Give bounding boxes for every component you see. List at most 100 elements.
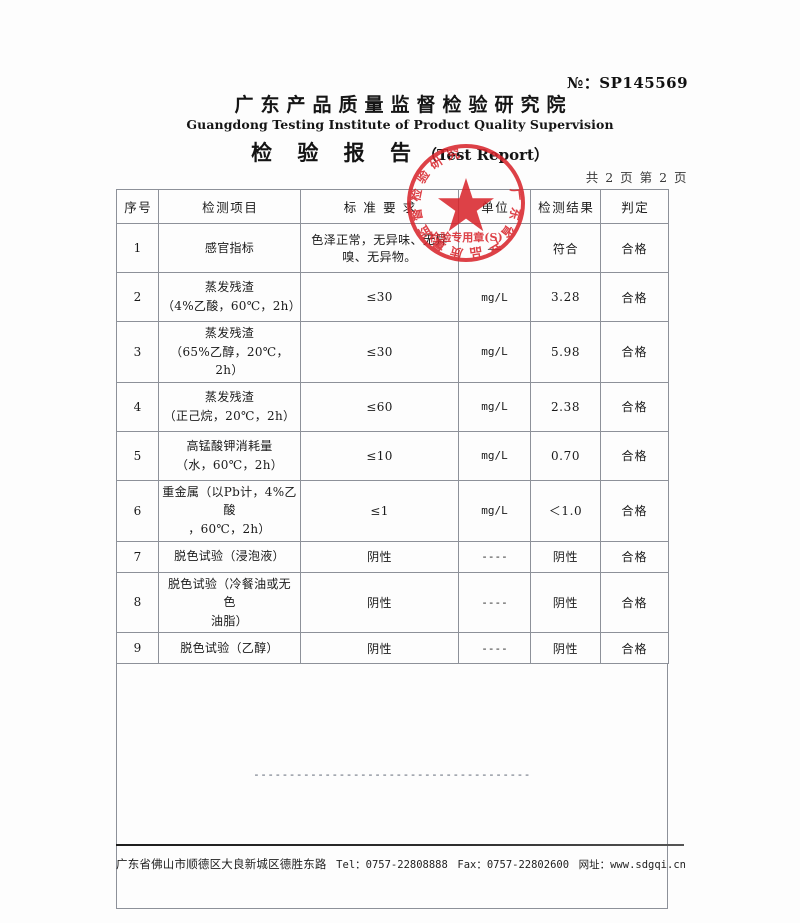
row-unit: mg/L	[458, 430, 531, 481]
row-standard: 阴性	[300, 540, 459, 573]
row-index: 9	[116, 632, 159, 665]
row-standard: ≤1	[300, 479, 459, 542]
table-row: 6 重金属（以Pb计，4%乙酸 ，60℃，2h） ≤1 mg/L ＜1.0 合格	[116, 479, 669, 542]
column-header-index: 序号	[116, 189, 159, 224]
table-header-row: 序号 检测项目 标 准 要 求 单位 检测结果 判定	[116, 189, 669, 224]
row-result: 符合	[530, 223, 601, 273]
row-item: 脱色试验（浸泡液）	[158, 540, 301, 573]
test-results-table: 序号 检测项目 标 准 要 求 单位 检测结果 判定 1 感官指标 色泽正常，无…	[116, 189, 669, 665]
footer-address: 广东省佛山市顺德区大良新城区德胜东路	[116, 857, 327, 871]
row-result: 阴性	[530, 571, 601, 634]
footer-website[interactable]: 网址：www.sdgqi.cn	[578, 859, 686, 871]
row-result: 3.28	[530, 272, 601, 322]
row-item: 脱色试验（乙醇）	[158, 632, 301, 665]
row-item-line1: 蒸发残渣	[204, 326, 255, 340]
row-result: 0.70	[530, 430, 601, 481]
row-index: 5	[116, 430, 159, 481]
row-standard: 阴性	[300, 571, 459, 634]
row-result: 阴性	[530, 540, 601, 573]
column-header-standard: 标 准 要 求	[300, 189, 459, 224]
footer-fax: Fax：0757-22802600	[457, 859, 570, 871]
table-blank-continuation: ---------------------------------------	[116, 664, 668, 910]
row-item-line1: 重金属（以Pb计，4%乙酸	[162, 484, 297, 518]
row-result: 5.98	[530, 321, 601, 383]
report-number-label: №：	[566, 74, 600, 92]
table-row: 1 感官指标 色泽正常，无异味、无异嗅、无异物。 —— 符合 合格	[116, 223, 669, 273]
footer-divider	[116, 844, 684, 846]
row-standard: 阴性	[300, 632, 459, 665]
row-index: 7	[116, 540, 159, 573]
row-verdict: 合格	[600, 571, 669, 634]
page-title-cn: 检 验 报 告	[251, 140, 420, 165]
column-header-verdict: 判定	[600, 189, 669, 224]
column-header-unit: 单位	[458, 189, 531, 224]
row-item: 重金属（以Pb计，4%乙酸 ，60℃，2h）	[158, 479, 301, 542]
row-unit: ——	[458, 223, 531, 273]
row-item-line1: 蒸发残渣	[204, 280, 255, 295]
column-header-result: 检测结果	[530, 189, 601, 224]
table-row: 7 脱色试验（浸泡液） 阴性 ---- 阴性 合格	[116, 540, 669, 573]
row-unit: mg/L	[458, 321, 531, 383]
row-standard: ≤30	[300, 272, 459, 322]
row-standard: ≤60	[300, 381, 459, 432]
row-item-line2: （正己烷，20℃，2h）	[163, 408, 296, 423]
end-of-report-marker: ---------------------------------------	[253, 768, 531, 782]
row-index: 6	[116, 479, 159, 542]
row-item-line1: 脱色试验（冷餐油或无色	[167, 576, 291, 610]
row-verdict: 合格	[600, 272, 669, 322]
page-title-en: （Test Report）	[422, 146, 549, 164]
row-item: 蒸发残渣 （4%乙酸，60℃，2h）	[158, 272, 301, 322]
row-item-line2: （65%乙醇，20℃，2h）	[170, 344, 289, 378]
row-standard: ≤10	[300, 430, 459, 481]
row-unit: ----	[458, 571, 531, 634]
row-item: 高锰酸钾消耗量 （水，60℃，2h）	[158, 430, 301, 481]
page-title: 检 验 报 告（Test Report）	[0, 137, 800, 167]
table-body: 1 感官指标 色泽正常，无异味、无异嗅、无异物。 —— 符合 合格 2 蒸发残渣…	[116, 223, 669, 665]
row-verdict: 合格	[600, 430, 669, 481]
table-row: 4 蒸发残渣 （正己烷，20℃，2h） ≤60 mg/L 2.38 合格	[116, 381, 669, 432]
row-verdict: 合格	[600, 479, 669, 542]
footer: 广东省佛山市顺德区大良新城区德胜东路 Tel：0757-22808888 Fax…	[116, 856, 686, 872]
row-unit: mg/L	[458, 272, 531, 322]
row-index: 2	[116, 272, 159, 322]
report-number-value: SP145569	[599, 74, 688, 92]
row-item: 蒸发残渣 （正己烷，20℃，2h）	[158, 381, 301, 432]
row-unit: mg/L	[458, 381, 531, 432]
row-result: 阴性	[530, 632, 601, 665]
row-verdict: 合格	[600, 223, 669, 273]
row-item-line1: 蒸发残渣	[204, 390, 255, 405]
row-item-line2: （水，60℃，2h）	[175, 457, 284, 472]
row-result: ＜1.0	[530, 479, 601, 542]
row-item: 脱色试验（冷餐油或无色油脂）	[158, 571, 301, 634]
row-standard-line2: 、无异物。	[354, 250, 417, 264]
column-header-item: 检测项目	[158, 189, 301, 224]
row-item-line2: 油脂）	[211, 613, 248, 628]
row-item: 感官指标	[158, 223, 301, 273]
row-index: 1	[116, 223, 159, 273]
table-row: 8 脱色试验（冷餐油或无色油脂） 阴性 ---- 阴性 合格	[116, 571, 669, 634]
row-verdict: 合格	[600, 540, 669, 573]
row-item-line1: 感官指标	[204, 240, 255, 255]
row-verdict: 合格	[600, 321, 669, 383]
row-result: 2.38	[530, 381, 601, 432]
row-unit: ----	[458, 540, 531, 573]
row-verdict: 合格	[600, 381, 669, 432]
footer-telephone: Tel：0757-22808888	[336, 859, 448, 871]
institute-name-cn: 广东产品质量监督检验研究院	[234, 94, 573, 116]
table-row: 9 脱色试验（乙醇） 阴性 ---- 阴性 合格	[116, 632, 669, 665]
row-unit: mg/L	[458, 479, 531, 542]
row-item-line1: 高锰酸钾消耗量	[186, 439, 273, 454]
table-row: 5 高锰酸钾消耗量 （水，60℃，2h） ≤10 mg/L 0.70 合格	[116, 430, 669, 481]
row-standard: 色泽正常，无异味、无异嗅、无异物。	[300, 223, 459, 273]
row-index: 3	[116, 321, 159, 383]
row-index: 4	[116, 381, 159, 432]
row-unit: ----	[458, 632, 531, 665]
institute-name-en: Guangdong Testing Institute of Product Q…	[186, 117, 614, 132]
row-verdict: 合格	[600, 632, 669, 665]
row-item-line2: （4%乙酸，60℃，2h）	[162, 299, 301, 313]
row-index: 8	[116, 571, 159, 634]
page-count: 共 2 页 第 2 页	[585, 170, 688, 185]
row-item: 蒸发残渣 （65%乙醇，20℃，2h）	[158, 321, 301, 383]
table-row: 2 蒸发残渣 （4%乙酸，60℃，2h） ≤30 mg/L 3.28 合格	[116, 272, 669, 322]
